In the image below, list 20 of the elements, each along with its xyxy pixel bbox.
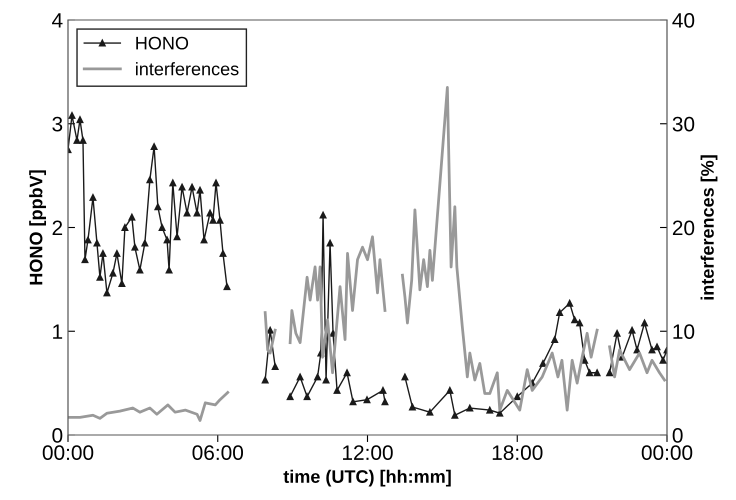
y-tick-label: 3 [52, 116, 62, 132]
y2-tick-label: 40 [672, 13, 694, 28]
y2-tick-label: 0 [672, 428, 683, 443]
x-tick-label: 06:00 [192, 445, 244, 460]
legend-label: interferences [136, 62, 239, 76]
y2-tick-label: 10 [673, 324, 694, 340]
y2-tick-label: 30 [672, 116, 694, 132]
x-tick-label: 00:00 [642, 445, 692, 460]
y-tick-label: 0 [52, 428, 62, 443]
legend-label: HONO [136, 36, 188, 50]
y-axis-title: HONO [ppbV] [29, 170, 46, 284]
x-tick-label: 00:00 [42, 445, 94, 460]
y-tick-label: 2 [52, 220, 62, 236]
y-tick-label: 1 [53, 324, 62, 339]
x-tick-label: 18:00 [492, 445, 543, 460]
y2-axis-title: interferences [%] [700, 155, 718, 300]
x-axis-title: time (UTC) [hh:mm] [283, 470, 451, 487]
y2-tick-label: 20 [672, 220, 694, 236]
x-tick-label: 12:00 [343, 445, 393, 460]
y-tick-label: 4 [52, 13, 63, 28]
